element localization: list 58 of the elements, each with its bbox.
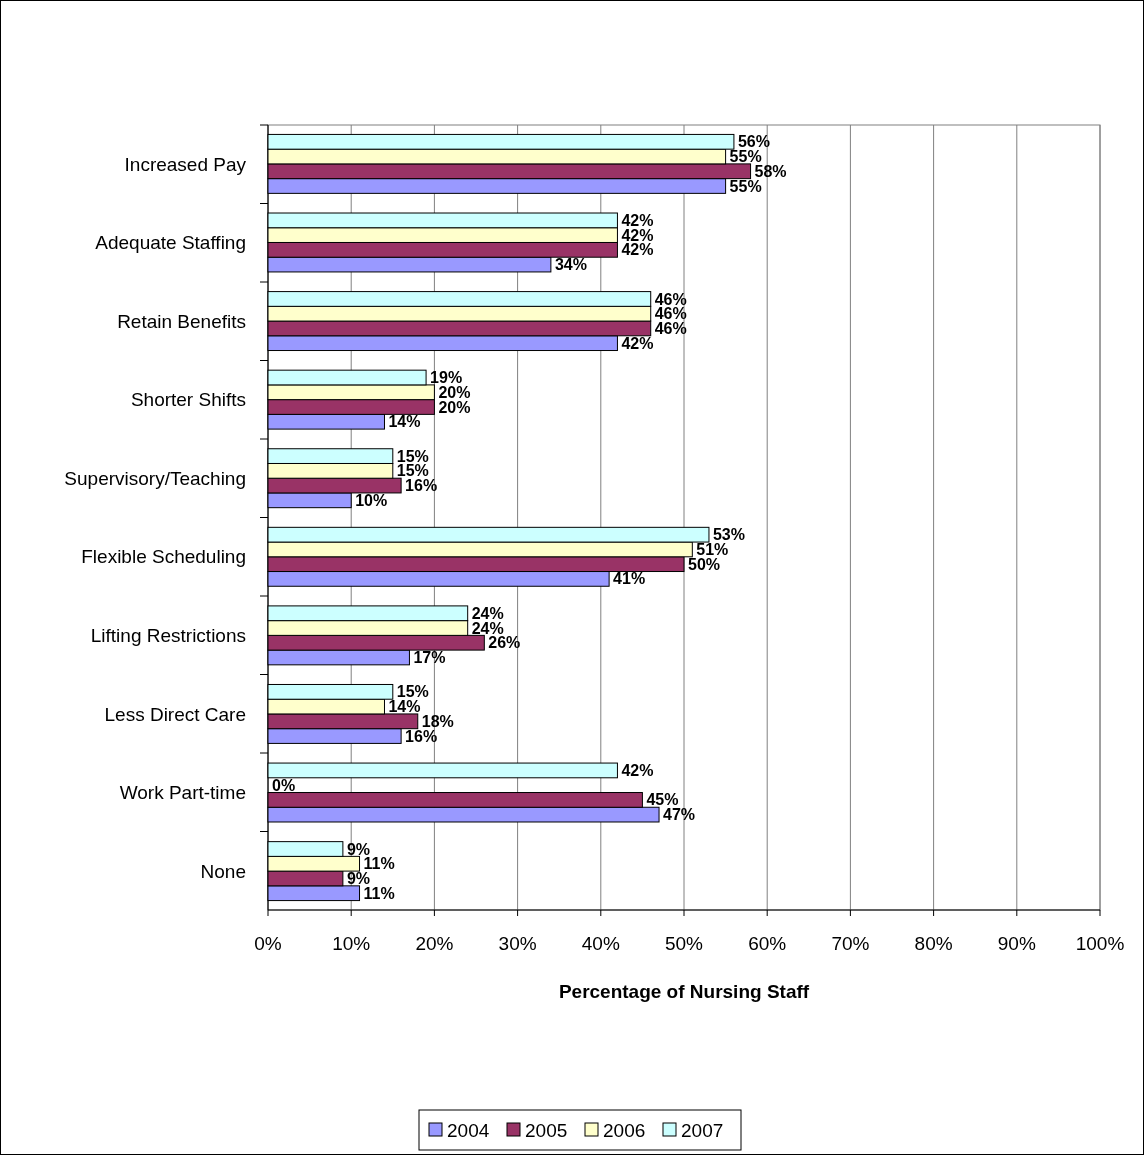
data-label: 14% <box>388 413 421 431</box>
data-label: 41% <box>613 570 646 588</box>
data-label: 42% <box>621 334 654 352</box>
data-label: 0% <box>272 776 296 794</box>
data-label: 14% <box>388 698 421 716</box>
x-tick-label: 100% <box>1075 933 1125 954</box>
x-tick-label: 70% <box>831 933 870 954</box>
data-label: 42% <box>621 241 654 259</box>
data-label: 17% <box>413 649 446 667</box>
y-tick-label: None <box>200 860 246 882</box>
legend-label: 2007 <box>681 1119 724 1141</box>
y-tick-label: Work Part-time <box>119 782 246 804</box>
data-label: 56% <box>737 133 770 151</box>
y-tick-label: Flexible Scheduling <box>81 546 246 568</box>
y-tick-label: Increased Pay <box>124 153 247 175</box>
data-label: 9% <box>346 840 371 858</box>
data-label: 46% <box>654 290 687 308</box>
y-tick-label: Less Direct Care <box>104 703 246 725</box>
data-label: 45% <box>646 791 679 809</box>
x-tick-label: 50% <box>664 933 704 954</box>
data-label: 42% <box>621 211 654 229</box>
x-tick-label: 80% <box>914 933 953 954</box>
x-tick-label: 0% <box>254 933 282 954</box>
y-tick-label: Lifting Restrictions <box>90 625 246 647</box>
data-label: 16% <box>405 477 438 495</box>
data-label: 47% <box>663 806 696 824</box>
data-label: 15% <box>396 683 429 701</box>
data-label: 15% <box>396 462 429 480</box>
x-tick-label: 20% <box>415 933 454 954</box>
data-label: 24% <box>471 604 504 622</box>
data-label: 46% <box>654 320 687 338</box>
data-label: 15% <box>396 447 429 465</box>
y-tick-label: Retain Benefits <box>117 310 246 332</box>
data-label: 55% <box>729 177 762 195</box>
x-axis-title: Percentage of Nursing Staff <box>558 981 810 1002</box>
y-tick-label: Supervisory/Teaching <box>64 467 246 489</box>
data-label: 11% <box>363 855 395 873</box>
x-tick-label: 30% <box>498 933 537 954</box>
legend-label: 2006 <box>603 1119 646 1141</box>
x-tick-label: 60% <box>748 933 787 954</box>
y-tick-label: Adequate Staffing <box>95 232 246 254</box>
data-label: 26% <box>488 634 521 652</box>
legend-label: 2005 <box>525 1119 568 1141</box>
data-label: 24% <box>471 619 504 637</box>
y-tick-label: Shorter Shifts <box>130 389 246 411</box>
x-tick-label: 10% <box>332 933 371 954</box>
x-tick-label: 90% <box>997 933 1036 954</box>
data-label: 34% <box>554 256 587 274</box>
data-label: 20% <box>438 398 471 416</box>
x-tick-label: 40% <box>581 933 620 954</box>
data-label: 46% <box>654 305 687 323</box>
data-label: 16% <box>405 727 438 745</box>
data-label: 42% <box>621 762 654 780</box>
data-label: 42% <box>621 226 654 244</box>
legend-label: 2004 <box>447 1119 490 1141</box>
data-label: 53% <box>712 526 745 544</box>
data-label: 18% <box>421 712 454 730</box>
data-label: 10% <box>355 491 388 509</box>
